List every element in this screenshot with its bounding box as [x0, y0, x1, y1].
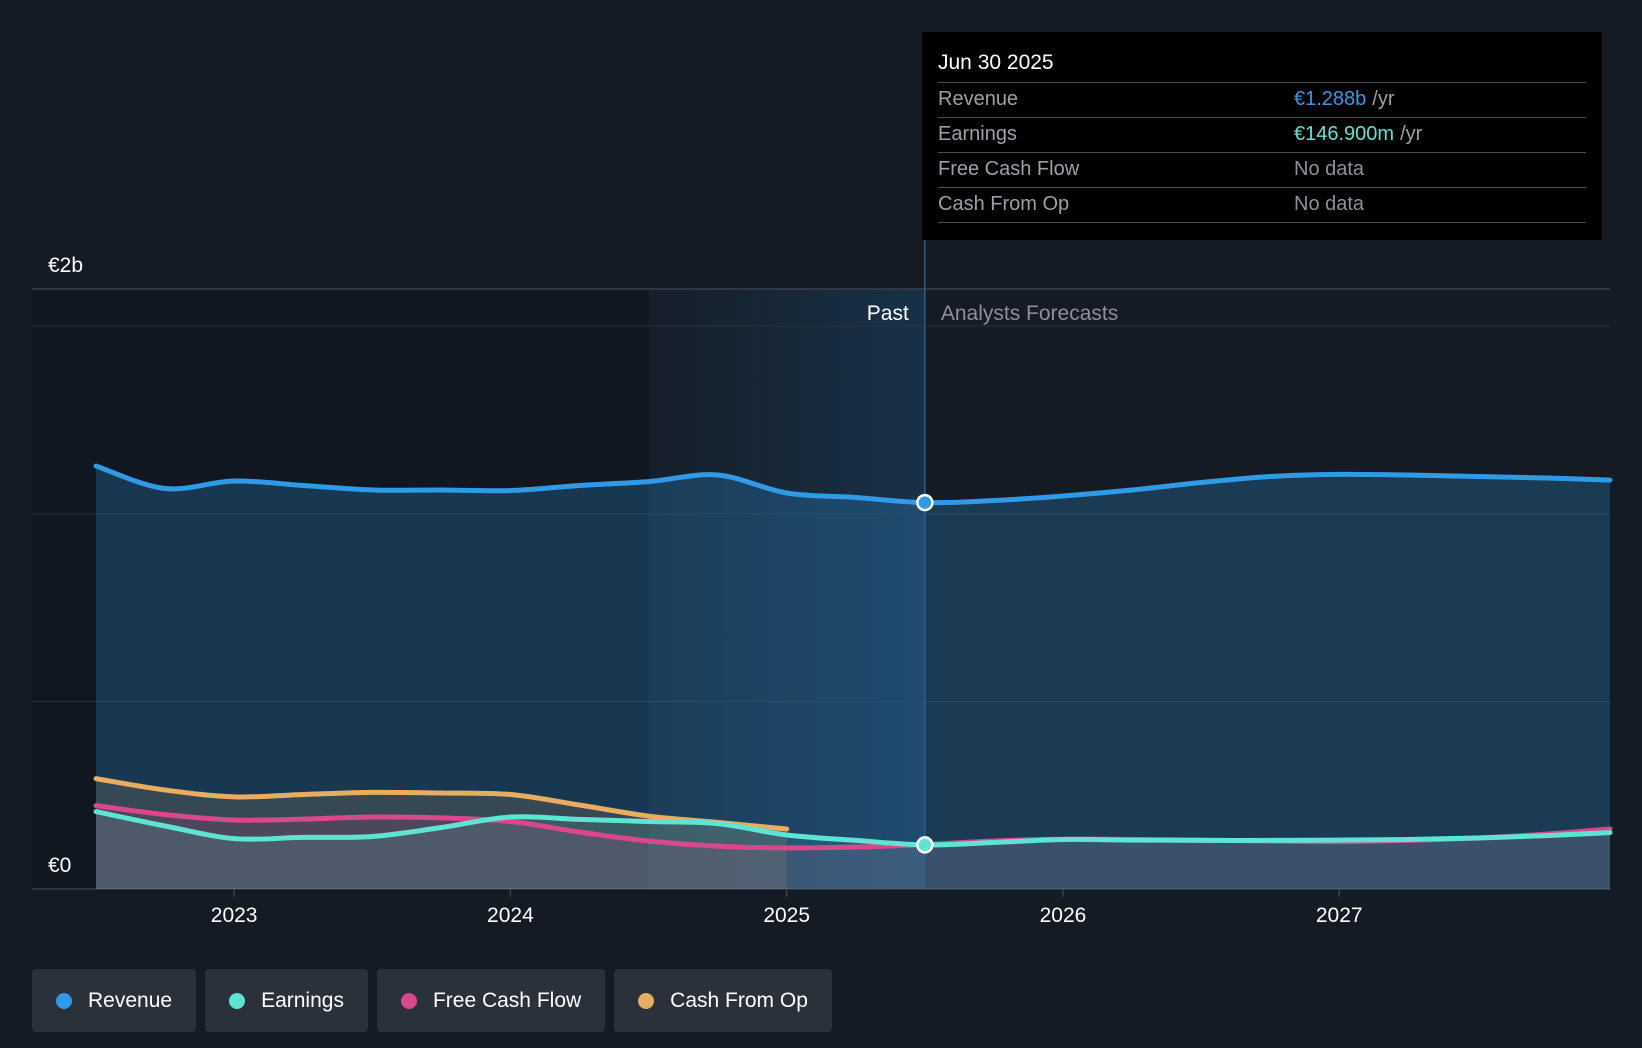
tooltip-value: No data [1294, 193, 1365, 215]
chart: Past Analysts Forecasts €0 €2b 2023 2024 2025 2… [32, 240, 1613, 927]
legend-dot-icon [56, 992, 72, 1009]
legend-dot-icon [229, 992, 246, 1009]
series-area-revenue [96, 466, 1610, 889]
legend-label: Free Cash Flow [432, 988, 582, 1012]
series-line-revenue [93, 463, 1613, 506]
series-line-earnings [93, 809, 1613, 848]
legend-label: Earnings [261, 988, 344, 1012]
series-area-earnings [96, 811, 1610, 889]
legend-item-revenue[interactable]: Revenue [32, 969, 197, 1032]
tooltip-unit: /yr [1372, 88, 1395, 110]
x-tick-label: 2023 [211, 904, 258, 927]
past-region-highlight [648, 289, 925, 889]
tooltip: Jun 30 2025 Revenue €1.288b /yr Earnings… [922, 32, 1602, 240]
x-tick-label: 2025 [763, 904, 810, 927]
legend: Revenue Earnings Free Cash Flow Cash Fro… [32, 969, 832, 1032]
legend-item-cash-from-op[interactable]: Cash From Op [614, 969, 832, 1032]
legend-dot-icon [400, 992, 417, 1009]
x-tick-label: 2024 [487, 904, 534, 927]
x-tick-label: 2026 [1040, 904, 1087, 927]
tooltip-value: €1.288b [1294, 88, 1367, 110]
forecast-label: Analysts Forecasts [941, 302, 1118, 325]
tooltip-label: Cash From Op [938, 193, 1070, 215]
legend-item-free-cash-flow[interactable]: Free Cash Flow [376, 969, 606, 1032]
point-marker-earnings [916, 836, 934, 854]
tooltip-row-revenue: Revenue €1.288b /yr [938, 83, 1586, 118]
tooltip-label: Earnings [938, 123, 1017, 145]
legend-label: Revenue [88, 988, 173, 1012]
tooltip-label: Revenue [938, 88, 1019, 110]
tooltip-value: No data [1294, 158, 1365, 180]
tooltip-row-cash-from-op: Cash From Op No data [938, 188, 1586, 223]
tooltip-row-free-cash-flow: Free Cash Flow No data [938, 153, 1586, 188]
tooltip-value: €146.900m [1294, 123, 1395, 145]
past-region-dark [32, 289, 649, 889]
tooltip-row-earnings: Earnings €146.900m /yr [938, 118, 1586, 153]
tooltip-date: Jun 30 2025 [938, 46, 1586, 83]
legend-item-earnings[interactable]: Earnings [205, 969, 368, 1032]
tooltip-label: Free Cash Flow [938, 158, 1080, 180]
series-area-cash-from-op [96, 778, 787, 889]
past-label: Past [867, 302, 909, 325]
y-tick-label: €0 [48, 854, 71, 877]
tooltip-unit: /yr [1400, 123, 1423, 145]
legend-label: Cash From Op [670, 988, 808, 1012]
point-marker-revenue [916, 493, 934, 512]
x-tick-label: 2027 [1316, 904, 1363, 927]
series-line-cash-from-op [93, 776, 790, 832]
y-tick-label: €2b [48, 254, 83, 277]
legend-dot-icon [638, 992, 655, 1009]
